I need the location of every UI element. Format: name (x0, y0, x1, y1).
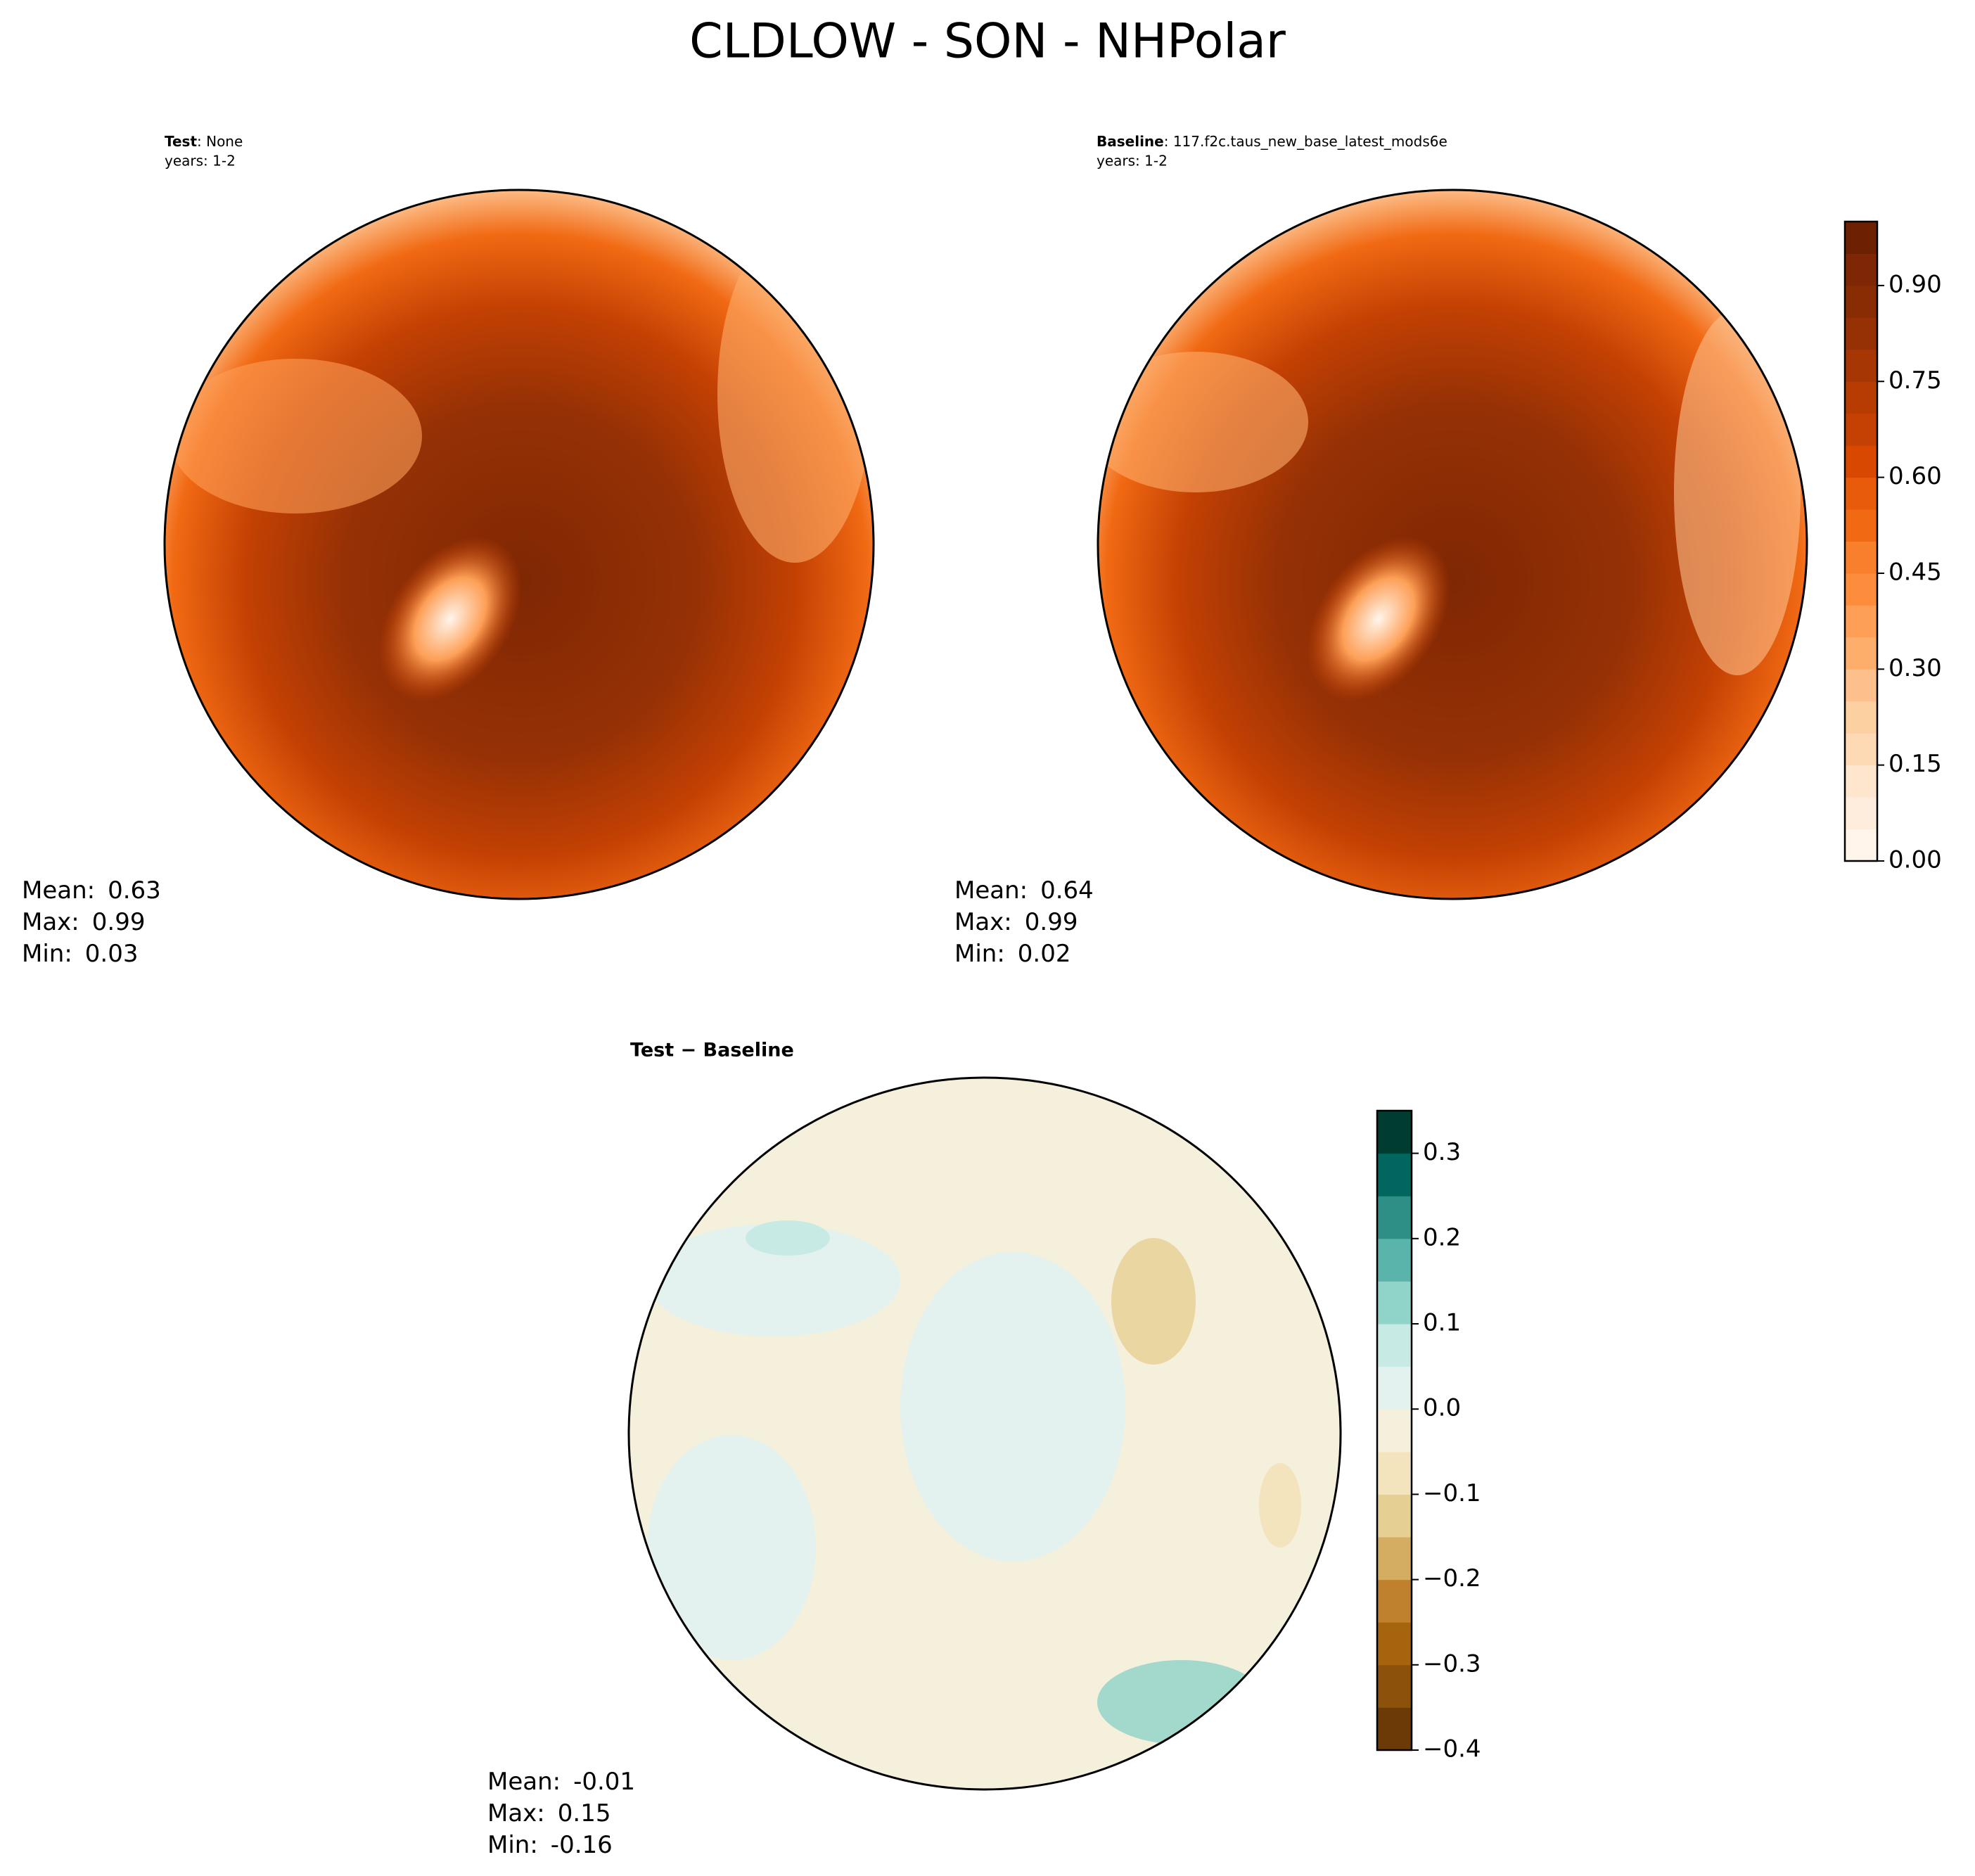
colorbar-band (1845, 317, 1877, 350)
stat-value: 0.99 (1025, 908, 1078, 936)
colorbar-tick-label: −0.4 (1423, 1735, 1481, 1763)
colorbar-tick-label: 0.15 (1888, 750, 1942, 778)
colorbar-band (1845, 381, 1877, 414)
stat-line: Min: -0.16 (487, 1831, 613, 1859)
colorbar-band (1377, 1409, 1412, 1453)
stat-line: Mean: 0.63 (22, 876, 161, 905)
colorbar-tick-label: 0.75 (1888, 366, 1942, 395)
colorbar-tick-label: 0.45 (1888, 558, 1942, 586)
colorbar-band (1377, 1196, 1412, 1239)
header-rest: : None (197, 133, 243, 150)
map-boundary (627, 1076, 1342, 1791)
colorbar-band (1377, 1451, 1412, 1495)
header-bold: Test (165, 133, 197, 150)
colorbar-tick-label: 0.90 (1888, 270, 1942, 298)
colorbar-band (1377, 1366, 1412, 1410)
panel-header: Test − Baseline (630, 1040, 794, 1061)
stat-line: Min: 0.02 (954, 940, 1071, 968)
stat-value: 0.63 (108, 876, 161, 905)
colorbar-band (1845, 669, 1877, 702)
panel-years: years: 1-2 (165, 153, 236, 170)
colorbar-tick-label: 0.60 (1888, 462, 1942, 490)
stat-label: Mean: (22, 876, 95, 905)
map-boundary (1097, 189, 1808, 900)
panel-header: Baseline: 117.f2c.taus_new_base_latest_m… (1097, 133, 1447, 150)
colorbar-band (1377, 1494, 1412, 1538)
colorbar-band (1377, 1324, 1412, 1367)
stat-value: -0.01 (573, 1768, 635, 1796)
colorbar-tick-label: 0.00 (1888, 846, 1942, 874)
stat-value: 0.15 (558, 1799, 611, 1827)
header-bold: Baseline (1097, 133, 1164, 150)
colorbar-frame (1376, 1109, 1413, 1751)
colorbar-band (1845, 829, 1877, 862)
colorbar-band (1845, 349, 1877, 382)
panel-years: years: 1-2 (1097, 153, 1168, 170)
map-panel: Test − Baseline (627, 1040, 1342, 1791)
colorbar-band (1377, 1664, 1412, 1708)
colorbar-band (1845, 413, 1877, 446)
colorbar-band (1845, 637, 1877, 670)
colorbar-band (1845, 253, 1877, 286)
map-field (629, 1078, 1341, 1789)
colorbar-tick-label: −0.2 (1423, 1564, 1481, 1593)
colorbar-band (1377, 1622, 1412, 1666)
colorbar-tick-label: 0.0 (1423, 1394, 1461, 1422)
colorbar-band (1377, 1707, 1412, 1751)
stat-line: Min: 0.03 (22, 940, 139, 968)
colorbar-band (1845, 477, 1877, 510)
colorbar-tick-label: 0.30 (1888, 654, 1942, 682)
panel-header: Test: None (165, 133, 243, 150)
colorbar-band (1845, 733, 1877, 766)
stat-value: 0.03 (85, 940, 139, 968)
stat-value: 0.99 (92, 908, 146, 936)
stat-line: Max: 0.99 (954, 908, 1078, 936)
colorbar-band (1845, 445, 1877, 478)
stat-label: Min: (954, 940, 1005, 968)
colorbar-band (1845, 701, 1877, 734)
stat-value: 0.64 (1040, 876, 1094, 905)
stat-label: Max: (954, 908, 1012, 936)
map-panel: Baseline: 117.f2c.taus_new_base_latest_m… (1097, 133, 1808, 900)
stat-label: Mean: (954, 876, 1028, 905)
colorbar-band (1377, 1238, 1412, 1282)
colorbar-band (1845, 797, 1877, 830)
stat-line: Mean: -0.01 (487, 1768, 635, 1796)
stat-line: Max: 0.15 (487, 1799, 611, 1827)
header-rest: : 117.f2c.taus_new_base_latest_mods6e (1164, 133, 1447, 150)
colorbar-band (1377, 1537, 1412, 1581)
colorbar-band (1377, 1153, 1412, 1197)
map-boundary (163, 189, 875, 900)
colorbar-band (1845, 573, 1877, 606)
colorbar-band (1845, 541, 1877, 574)
stat-label: Min: (487, 1831, 538, 1859)
figure-title: CLDLOW - SON - NHPolar (689, 14, 1286, 70)
colorbar-band (1377, 1111, 1412, 1154)
colorbar-tick-label: 0.1 (1423, 1309, 1461, 1337)
colorbar-band (1845, 222, 1877, 254)
colorbar-tick-label: −0.3 (1423, 1650, 1481, 1678)
colorbar-band (1377, 1579, 1412, 1623)
colorbar-band (1377, 1281, 1412, 1325)
stat-label: Max: (487, 1799, 545, 1827)
colorbar-band (1845, 509, 1877, 542)
map-field (1098, 190, 1807, 899)
stat-label: Max: (22, 908, 79, 936)
colorbar-tick-label: −0.1 (1423, 1479, 1481, 1507)
stat-label: Mean: (487, 1768, 561, 1796)
stat-label: Min: (22, 940, 72, 968)
colorbar-frame (1843, 220, 1879, 862)
colorbar-band (1845, 285, 1877, 318)
stat-value: -0.16 (551, 1831, 613, 1859)
stat-line: Max: 0.99 (22, 908, 145, 936)
colorbar-band (1845, 605, 1877, 638)
colorbar-band (1845, 765, 1877, 798)
colorbar-tick-label: 0.3 (1423, 1138, 1461, 1166)
stat-line: Mean: 0.64 (954, 876, 1094, 905)
stat-value: 0.02 (1018, 940, 1071, 968)
colorbar-tick-label: 0.2 (1423, 1223, 1461, 1251)
map-panel: Test: None years: 1-2 (163, 133, 875, 900)
